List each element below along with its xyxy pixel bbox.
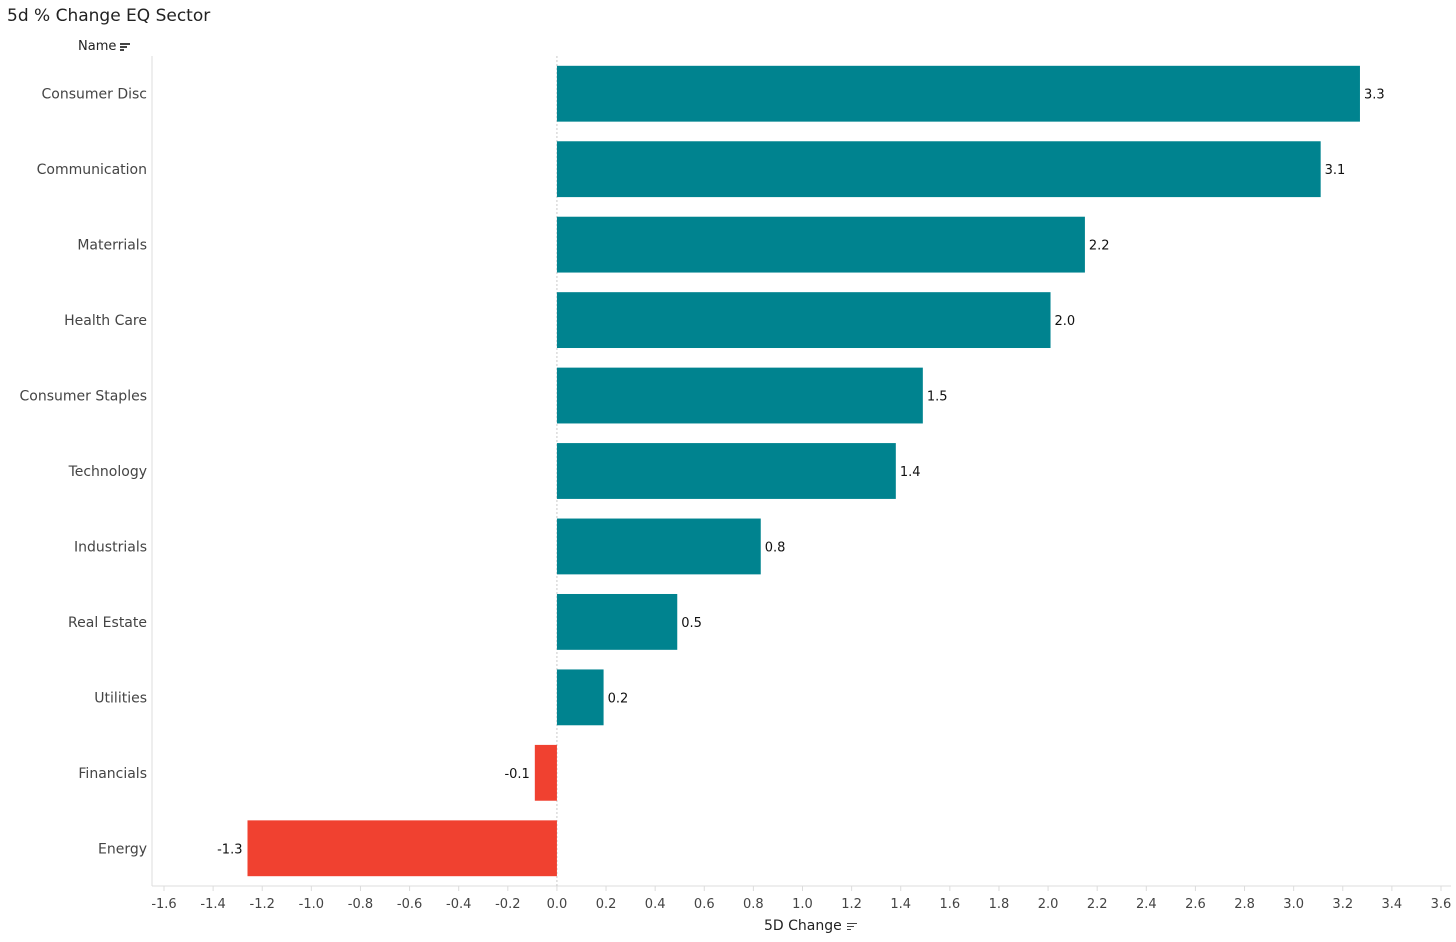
sort-descending-icon[interactable]	[120, 42, 131, 51]
x-tick-label: 0.4	[645, 897, 666, 912]
x-axis-title-wrap[interactable]: 5D Change	[764, 918, 857, 934]
bar-utilities	[556, 669, 604, 726]
name-header-label: Name	[78, 39, 117, 54]
x-tick-label: 2.2	[1087, 897, 1108, 912]
x-tick-label: 3.6	[1431, 897, 1452, 912]
x-tick-label: 2.8	[1234, 897, 1255, 912]
x-tick-label: 1.0	[792, 897, 813, 912]
x-tick-label: 1.6	[940, 897, 961, 912]
value-label: 0.2	[608, 691, 629, 706]
bar-real-estate	[556, 593, 678, 650]
bar-consumer-disc	[556, 65, 1360, 122]
name-column-header[interactable]: Name	[78, 39, 131, 54]
bar-technology	[556, 443, 896, 499]
x-tick-label: 0.0	[547, 897, 568, 912]
bar-communication	[556, 141, 1321, 198]
category-label: Consumer Disc	[42, 87, 148, 103]
value-label: 3.1	[1325, 163, 1346, 178]
value-label: -0.1	[504, 767, 529, 782]
value-label: 0.8	[765, 540, 786, 555]
category-label: Materrials	[77, 238, 147, 254]
value-label: 2.2	[1089, 239, 1110, 254]
x-tick-label: 1.4	[890, 897, 911, 912]
x-tick-label: 1.8	[989, 897, 1010, 912]
value-label: 2.0	[1055, 314, 1076, 329]
value-label: 1.5	[927, 390, 948, 405]
value-label: 0.5	[681, 616, 702, 631]
x-tick-label: 2.6	[1185, 897, 1206, 912]
x-tick-label: -0.2	[495, 897, 520, 912]
category-label: Technology	[68, 464, 147, 480]
x-tick-label: -1.6	[151, 897, 176, 912]
chart-title: 5d % Change EQ Sector	[7, 6, 211, 26]
bar-health-care	[556, 292, 1051, 349]
value-label: 3.3	[1364, 88, 1385, 103]
x-tick-label: -0.4	[446, 897, 471, 912]
bar-consumer-staples	[556, 367, 923, 424]
category-label: Consumer Staples	[20, 389, 147, 405]
value-label: -1.3	[217, 842, 242, 857]
x-tick-label: 3.2	[1332, 897, 1353, 912]
x-axis-title: 5D Change	[764, 918, 842, 934]
category-label: Communication	[37, 162, 147, 178]
x-tick-label: 0.8	[743, 897, 764, 912]
x-tick-label: 0.6	[694, 897, 715, 912]
x-tick-label: 2.0	[1038, 897, 1059, 912]
category-label: Real Estate	[68, 615, 147, 631]
x-tick-label: -0.8	[348, 897, 373, 912]
x-tick-label: 3.0	[1283, 897, 1304, 912]
category-label: Financials	[78, 766, 147, 782]
x-tick-label: -0.6	[397, 897, 422, 912]
sort-axis-icon[interactable]	[846, 922, 857, 931]
category-label: Utilities	[94, 690, 147, 706]
category-label: Industrials	[74, 539, 147, 555]
category-label: Health Care	[64, 313, 147, 329]
bar-energy	[247, 820, 557, 877]
bar-materrials	[556, 216, 1085, 273]
x-tick-label: -1.0	[299, 897, 324, 912]
x-tick-label: -1.4	[200, 897, 225, 912]
x-tick-label: 2.4	[1136, 897, 1157, 912]
x-tick-label: 1.2	[841, 897, 862, 912]
category-label: Energy	[98, 841, 147, 857]
value-label: 1.4	[900, 465, 921, 480]
x-tick-label: 0.2	[596, 897, 617, 912]
bar-financials	[534, 744, 557, 801]
x-tick-label: -1.2	[250, 897, 275, 912]
x-tick-label: 3.4	[1382, 897, 1403, 912]
bar-industrials	[556, 518, 761, 575]
